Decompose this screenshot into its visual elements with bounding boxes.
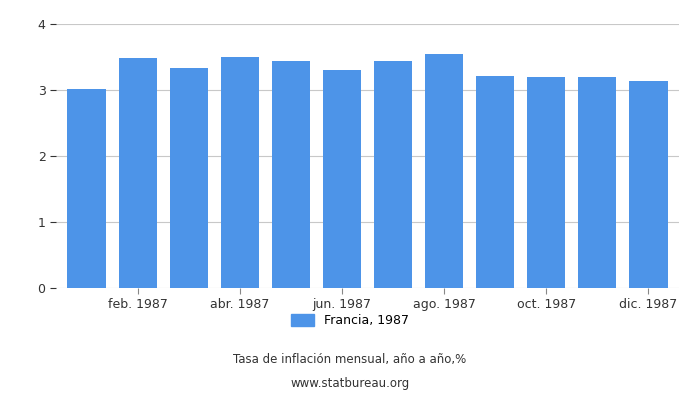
Bar	[323, 70, 361, 288]
Bar	[220, 57, 259, 288]
Bar	[67, 89, 106, 288]
Bar	[527, 78, 566, 288]
Bar	[629, 82, 668, 288]
Bar	[425, 54, 463, 288]
Bar	[476, 76, 514, 288]
Text: Tasa de inflación mensual, año a año,%: Tasa de inflación mensual, año a año,%	[233, 354, 467, 366]
Legend: Francia, 1987: Francia, 1987	[291, 314, 409, 327]
Bar	[118, 58, 157, 288]
Bar	[578, 78, 617, 288]
Text: www.statbureau.org: www.statbureau.org	[290, 378, 410, 390]
Bar	[374, 61, 412, 288]
Bar	[169, 68, 208, 288]
Bar	[272, 61, 310, 288]
